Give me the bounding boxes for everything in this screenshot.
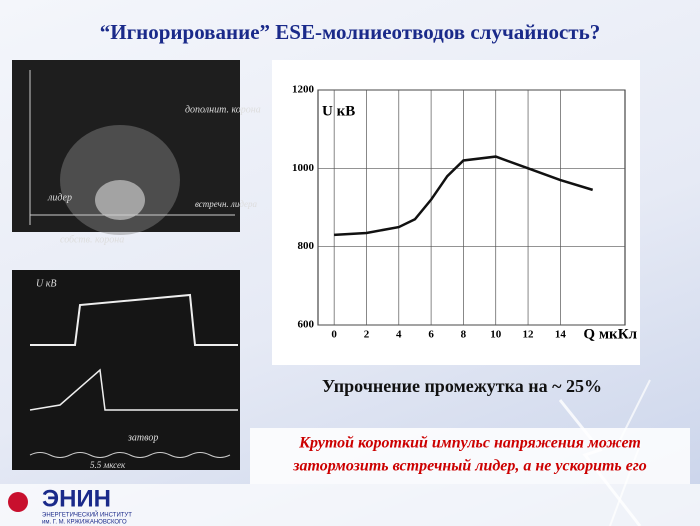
photo-label: собств. корона xyxy=(60,234,124,245)
x-tick-label: 12 xyxy=(523,329,535,341)
slide-title: “Игнорирование” ESE-молниеотводов случай… xyxy=(100,20,600,44)
photo-label: лидер xyxy=(47,192,72,203)
y-tick-label: 800 xyxy=(298,240,315,252)
note-line: Крутой короткий импульс напряжения может xyxy=(298,435,641,452)
x-tick-label: 4 xyxy=(396,329,402,341)
logo-name: ЭНИН xyxy=(42,485,111,512)
logo-sub: ЭНЕРГЕТИЧЕСКИЙ ИНСТИТУТ xyxy=(42,511,132,519)
x-tick-label: 8 xyxy=(461,329,467,341)
chart: 600 800 1000 1200 0 2 4 6 8 10 12 14 U кВ Q мкКл xyxy=(292,84,638,343)
x-tick-label: 6 xyxy=(428,329,434,341)
chart-panel xyxy=(272,60,640,365)
oscillogram xyxy=(29,452,231,458)
oscillogram xyxy=(29,368,238,411)
x-tick-label: 14 xyxy=(555,329,567,341)
photo xyxy=(12,270,240,470)
logo-sub: им. Г. М. КРЖИЖАНОВСКОГО xyxy=(42,520,127,526)
y-tick-label: 600 xyxy=(298,319,315,331)
x-axis-label: Q мкКл xyxy=(583,326,637,342)
trend-line xyxy=(334,155,594,237)
logo-mark xyxy=(8,492,28,512)
y-tick-label: 1000 xyxy=(292,162,315,174)
x-tick-label: 2 xyxy=(364,329,370,341)
corona-glow xyxy=(95,180,145,220)
x-tick-label: 0 xyxy=(331,329,337,341)
photo-label: дополнит. корона xyxy=(185,104,261,115)
footer xyxy=(0,484,700,526)
oscillogram xyxy=(30,293,238,346)
y-tick-label: 1200 xyxy=(292,84,315,96)
photo-label: встречн. лидера xyxy=(195,199,257,209)
photo-label: затвор xyxy=(127,432,158,443)
photo-label: 5.5 мксек xyxy=(90,460,126,470)
y-axis-label: U кВ xyxy=(322,103,355,119)
caption: Упрочнение промежутка на ~ 25% xyxy=(322,376,602,396)
x-tick-label: 10 xyxy=(490,329,502,341)
photo-label: U кВ xyxy=(36,278,57,289)
note-box xyxy=(250,428,690,484)
note-line: затормозить встречный лидер, а не ускори… xyxy=(292,458,646,475)
